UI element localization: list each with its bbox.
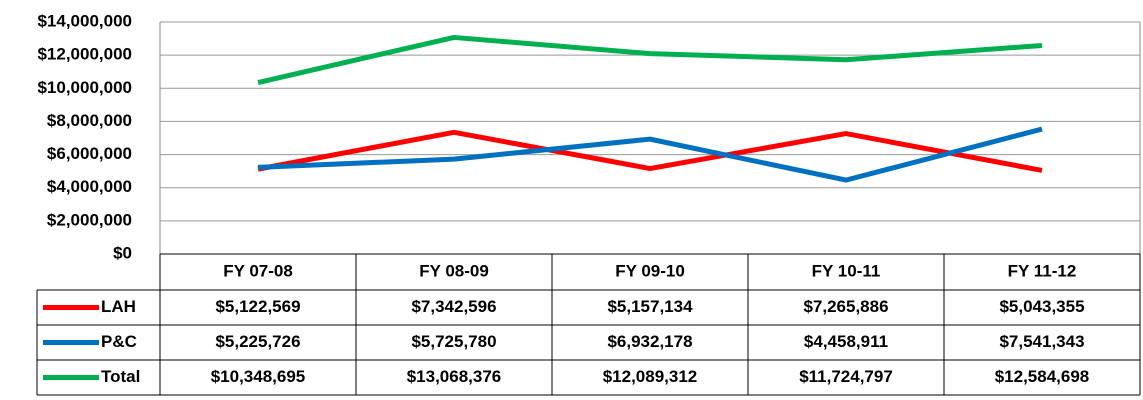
y-tick-label: $0 xyxy=(113,243,132,262)
x-tick-label: FY 10-11 xyxy=(812,261,881,280)
y-tick-label: $12,000,000 xyxy=(37,45,132,64)
y-tick-label: $14,000,000 xyxy=(37,11,132,30)
table-cell: $7,265,886 xyxy=(803,297,888,316)
x-tick-label: FY 07-08 xyxy=(223,261,293,280)
y-tick-label: $6,000,000 xyxy=(47,144,132,163)
table-cell: $5,157,134 xyxy=(607,297,693,316)
x-tick-label: FY 08-09 xyxy=(419,261,489,280)
table-cell: $13,068,376 xyxy=(407,367,502,386)
series-line xyxy=(257,129,1043,173)
series-line xyxy=(257,126,1043,183)
table-cell: $7,541,343 xyxy=(999,332,1084,351)
table-cell: $5,725,780 xyxy=(411,332,496,351)
series-line xyxy=(257,34,1043,85)
y-tick-label: $10,000,000 xyxy=(37,78,132,97)
table-cell: $5,122,569 xyxy=(215,297,300,316)
table-cell: $4,458,911 xyxy=(804,332,888,351)
legend-label: P&C xyxy=(101,332,137,351)
legend-label: LAH xyxy=(101,297,136,316)
x-tick-label: FY 09-10 xyxy=(615,261,685,280)
table-cell: $5,043,355 xyxy=(999,297,1084,316)
table-cell: $5,225,726 xyxy=(215,332,300,351)
table-cell: $6,932,178 xyxy=(607,332,692,351)
y-tick-label: $4,000,000 xyxy=(47,177,132,196)
legend-label: Total xyxy=(101,367,140,386)
table-cell: $11,724,797 xyxy=(799,367,893,386)
table-cell: $12,584,698 xyxy=(995,367,1090,386)
table-cell: $12,089,312 xyxy=(603,367,698,386)
table-cell: $7,342,596 xyxy=(411,297,496,316)
y-tick-label: $2,000,000 xyxy=(47,210,132,229)
y-tick-label: $8,000,000 xyxy=(47,111,132,130)
table-cell: $10,348,695 xyxy=(211,367,306,386)
x-tick-label: FY 11-12 xyxy=(1008,261,1077,280)
